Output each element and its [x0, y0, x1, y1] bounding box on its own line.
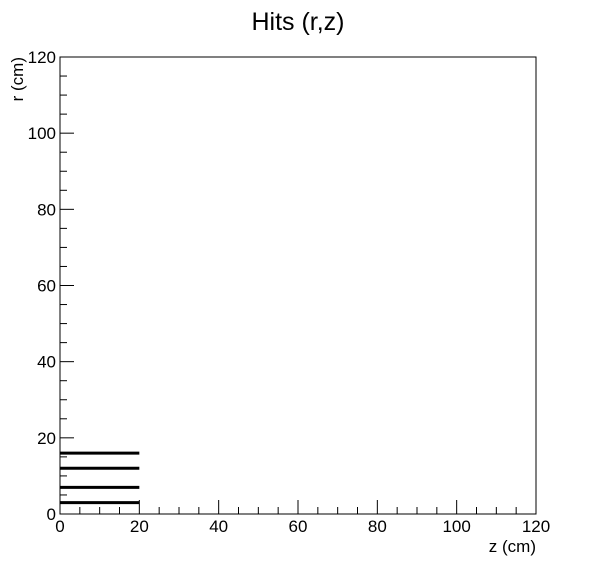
plot-frame — [60, 57, 536, 514]
y-tick-label: 100 — [28, 124, 56, 143]
x-tick-label: 80 — [368, 517, 387, 536]
x-tick-label: 40 — [209, 517, 228, 536]
x-tick-label: 0 — [55, 517, 64, 536]
hit-lines — [60, 453, 139, 503]
y-tick-labels: 0 20 40 60 80 100 120 — [28, 48, 56, 524]
y-tick-label: 80 — [37, 200, 56, 219]
y-tick-label: 0 — [47, 505, 56, 524]
x-tick-label: 20 — [130, 517, 149, 536]
x-tick-label: 120 — [522, 517, 550, 536]
x-tick-label: 60 — [289, 517, 308, 536]
chart-title: Hits (r,z) — [251, 8, 344, 36]
y-tick-label: 60 — [37, 277, 56, 296]
x-tick-labels: 0 20 40 60 80 100 120 — [55, 517, 550, 536]
y-axis — [60, 57, 74, 514]
x-tick-label: 100 — [442, 517, 470, 536]
y-tick-label: 120 — [28, 48, 56, 67]
y-axis-label: r (cm) — [8, 57, 27, 101]
y-tick-label: 40 — [37, 353, 56, 372]
y-tick-label: 20 — [37, 429, 56, 448]
x-axis-label: z (cm) — [489, 537, 536, 556]
